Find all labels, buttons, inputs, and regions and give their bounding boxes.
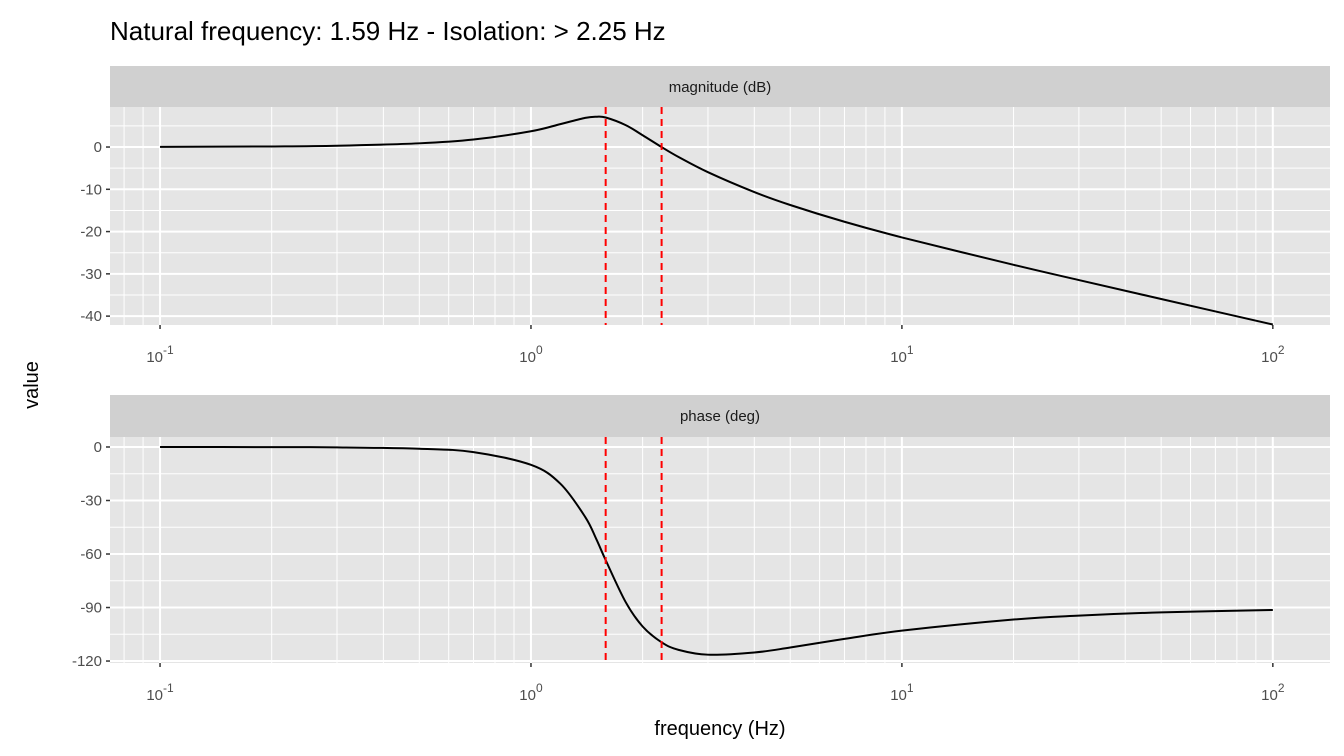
y-tick-label: -10 — [80, 181, 102, 198]
y-tick-label: -30 — [80, 493, 102, 510]
response-line — [160, 115, 1274, 326]
y-tick-label: 0 — [94, 139, 102, 156]
y-tick-label: -60 — [80, 546, 102, 563]
y-tick-label: -30 — [80, 266, 102, 283]
y-axis-label: value — [21, 361, 43, 409]
panel-background — [110, 437, 1330, 663]
x-tick-label: 101 — [890, 343, 914, 366]
x-tick-label: 100 — [519, 681, 543, 704]
x-axis-label: frequency (Hz) — [654, 718, 785, 740]
strip-background — [110, 66, 1330, 107]
panel-0: magnitude (dB) 0 -10 -20 -30 -40 10-1 100 101 102 — [80, 66, 1330, 366]
chart-title: Natural frequency: 1.59 Hz - Isolation: … — [110, 16, 666, 46]
y-tick-label: -20 — [80, 224, 102, 241]
panel-background — [110, 107, 1330, 325]
y-tick-label: -40 — [80, 308, 102, 325]
y-tick-label: -120 — [72, 653, 102, 670]
x-tick-label: 101 — [890, 681, 914, 704]
x-tick-label: 102 — [1261, 681, 1285, 704]
x-tick-label: 102 — [1261, 343, 1285, 366]
panel-1: phase (deg) 0 -30 -60 -90 -120 10-1 100 101 102 — [72, 395, 1330, 704]
strip-label: phase (deg) — [680, 408, 760, 425]
x-tick-label: 10-1 — [146, 681, 174, 704]
response-line — [160, 445, 1273, 656]
y-tick-label: -90 — [80, 600, 102, 617]
x-tick-label: 10-1 — [146, 343, 174, 366]
strip-label: magnitude (dB) — [669, 79, 772, 96]
x-tick-label: 100 — [519, 343, 543, 366]
y-tick-label: 0 — [94, 439, 102, 456]
strip-background — [110, 395, 1330, 437]
